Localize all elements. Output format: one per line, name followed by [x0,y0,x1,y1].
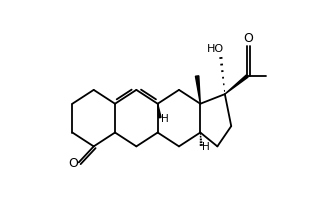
Polygon shape [158,104,161,118]
Text: O: O [68,157,78,170]
Polygon shape [195,76,200,104]
Text: H: H [161,114,168,124]
Text: H: H [202,142,210,152]
Text: HO: HO [207,44,224,54]
Polygon shape [225,75,248,94]
Text: O: O [244,32,253,44]
